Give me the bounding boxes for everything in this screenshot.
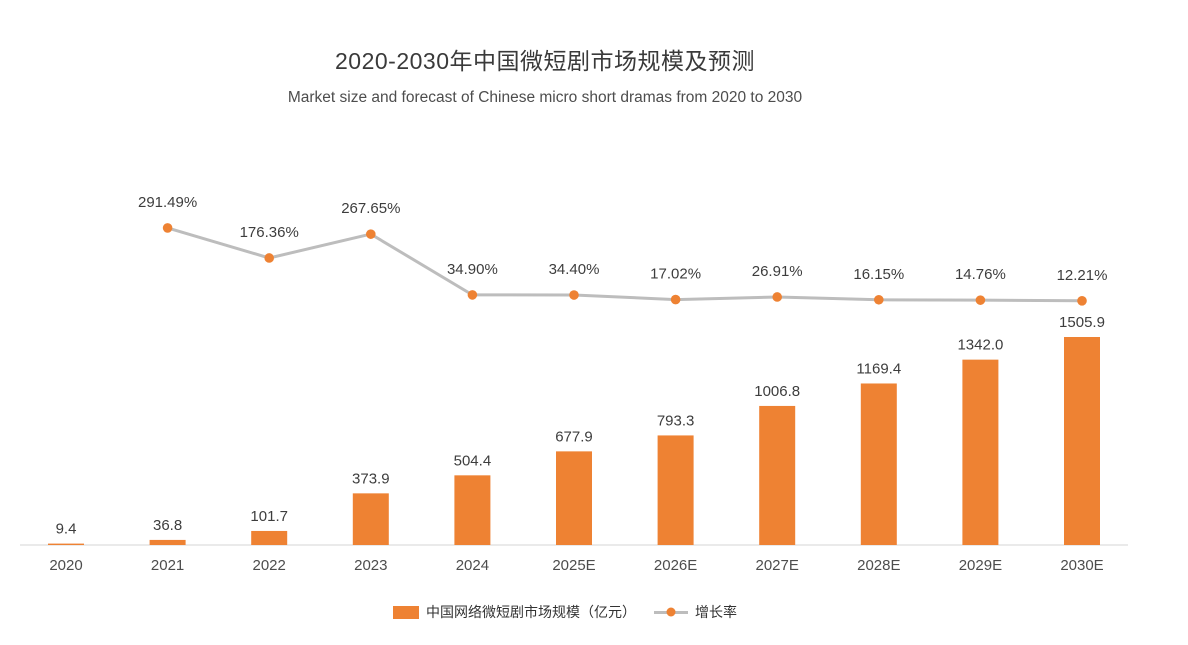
bar-value-label: 373.9 [352,470,390,487]
growth-marker [467,290,478,300]
x-axis-label: 2028E [857,557,900,574]
bar [352,493,389,545]
bar [251,530,288,545]
legend-item-market-size: 中国网络微短剧市场规模（亿元） [393,602,636,622]
bar-value-label: 1505.9 [1059,314,1105,331]
growth-value-label: 176.36% [240,224,299,241]
bar [454,475,491,545]
growth-marker [264,253,275,263]
growth-marker [874,294,884,305]
x-axis-label: 2023 [354,557,387,574]
bar [48,543,84,545]
bar [1064,337,1100,545]
growth-value-label: 17.02% [650,266,701,283]
bar [657,435,694,545]
x-axis-label: 2020 [49,557,82,574]
legend-label-market-size: 中国网络微短剧市场规模（亿元） [426,604,636,620]
x-axis-label: 2022 [253,557,286,574]
growth-value-label: 291.49% [138,194,197,211]
growth-value-label: 12.21% [1057,267,1108,284]
bar-value-label: 1342.0 [957,337,1003,354]
x-axis-label: 2029E [959,557,1002,574]
bar-value-label: 504.4 [454,452,492,469]
bar [860,383,897,545]
page-title: 2020-2030年中国微短剧市场规模及预测 [335,48,755,74]
growth-value-label: 267.65% [341,200,400,217]
bar-value-label: 1006.8 [754,383,800,400]
growth-value-label: 34.90% [447,261,498,278]
legend-item-growth-rate: 增长率 [654,602,737,622]
growth-line [166,226,1084,303]
line-swatch-icon [654,607,688,617]
bar-value-label: 677.9 [555,428,593,445]
legend-label-growth-rate: 增长率 [695,604,737,620]
bar [149,539,186,545]
x-axis-label: 2027E [756,557,799,574]
growth-marker [1077,296,1087,306]
bar-value-label: 101.7 [250,508,288,525]
growth-value-label: 34.40% [549,261,600,278]
growth-marker [162,223,173,233]
growth-marker [670,294,681,305]
x-axis-label: 2021 [151,557,184,574]
bar-value-label: 36.8 [153,517,182,534]
bar-swatch-icon [393,605,419,619]
x-axis-label: 2030E [1060,557,1103,574]
line-marker-icon [666,607,676,617]
bar-value-label: 1169.4 [856,360,901,377]
x-axis-label: 2024 [456,557,489,574]
page-subtitle: Market size and forecast of Chinese micr… [287,89,803,106]
growth-value-label: 26.91% [752,263,803,280]
bar [962,359,999,545]
growth-marker [772,292,782,302]
growth-value-label: 14.76% [955,266,1006,283]
chart-legend: 中国网络微短剧市场规模（亿元） 增长率 [0,602,1130,622]
bar [759,405,796,545]
bar-value-label: 793.3 [657,412,695,429]
growth-marker [366,229,376,239]
x-axis-label: 2026E [654,557,697,574]
growth-marker [975,295,986,305]
growth-marker [569,290,579,300]
growth-value-label: 16.15% [853,266,904,283]
bar-value-label: 9.4 [56,521,77,538]
x-axis-label: 2025E [552,557,595,574]
bar [556,451,592,545]
